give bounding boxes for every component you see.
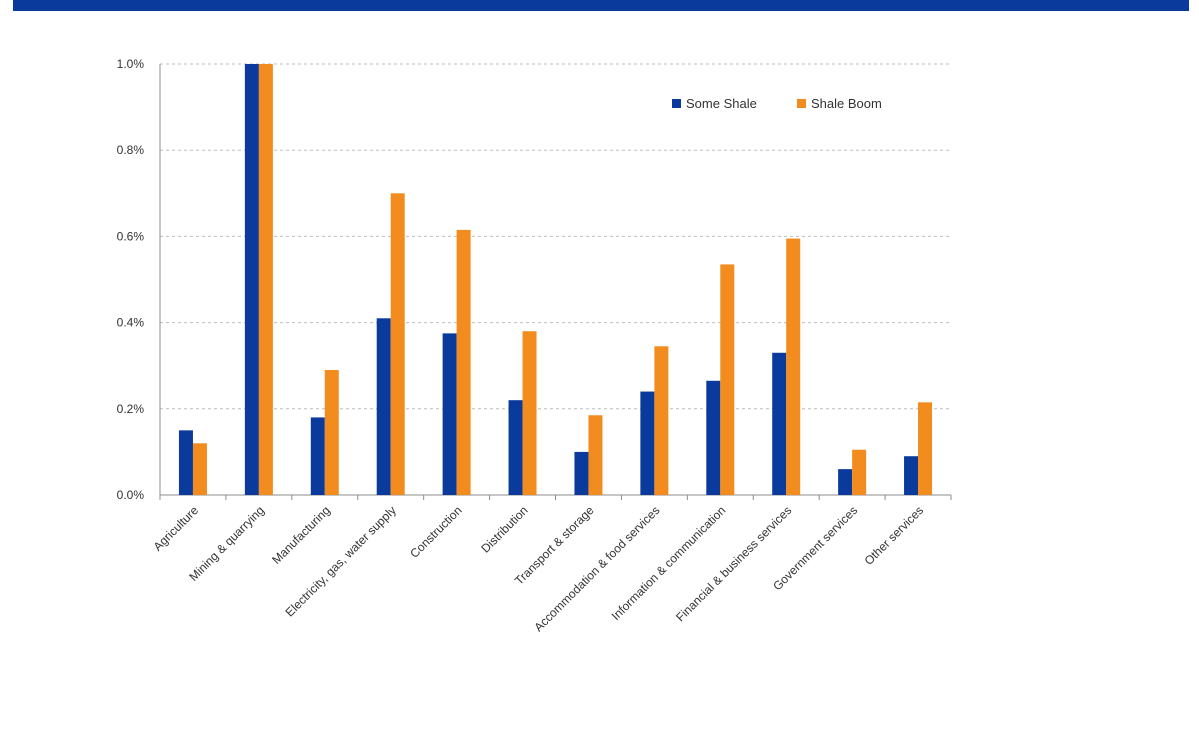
bar-shale-boom (654, 346, 669, 495)
bar-shale-boom (522, 331, 537, 495)
bar-shale-boom (258, 64, 273, 495)
bar-some-shale (838, 469, 853, 495)
x-category-label: Construction (407, 503, 465, 561)
bar-shale-boom (852, 449, 867, 495)
bar-shale-boom (390, 193, 405, 496)
bar-some-shale (706, 380, 721, 495)
bar-some-shale (508, 400, 523, 495)
y-tick-label: 0.2% (117, 402, 145, 416)
legend-label: Some Shale (686, 96, 757, 111)
legend-swatch (672, 99, 681, 108)
bar-some-shale (442, 333, 457, 495)
legend-item: Shale Boom (797, 96, 882, 111)
bar-some-shale (904, 456, 919, 495)
y-tick-label: 1.0% (117, 57, 145, 71)
bar-shale-boom (456, 229, 471, 495)
bar-shale-boom (720, 264, 735, 495)
axes: 0.0% 0.2% 0.4% 0.6% 0.8% 1.0% (117, 57, 952, 502)
legend-swatch (797, 99, 806, 108)
y-tick-label: 0.6% (117, 229, 145, 243)
x-category-label: Accommodation & food services (531, 503, 662, 634)
x-category-label: Distribution (478, 503, 530, 555)
gridlines (160, 63, 951, 410)
y-tick-label: 0.0% (117, 488, 145, 502)
legend-item: Some Shale (672, 96, 757, 111)
bar-shale-boom (786, 238, 801, 495)
x-category-label: Agriculture (151, 503, 202, 554)
x-category-label: Manufacturing (269, 503, 333, 567)
bar-some-shale (640, 391, 655, 495)
bars (178, 64, 933, 496)
x-category-label: Financial & business services (673, 503, 794, 624)
bar-shale-boom (588, 415, 603, 495)
bar-some-shale (178, 430, 193, 495)
y-tick-label: 0.4% (117, 316, 145, 330)
bar-some-shale (772, 352, 787, 495)
x-category-label: Information & communication (609, 503, 729, 623)
x-category-label: Electricity, gas, water supply (283, 503, 399, 619)
legend-label: Shale Boom (811, 96, 882, 111)
bar-some-shale (376, 318, 391, 495)
bar-some-shale (244, 64, 259, 495)
y-tick-label: 0.8% (117, 143, 145, 157)
bar-some-shale (574, 451, 589, 495)
header-bar (13, 0, 1189, 11)
bar-shale-boom (918, 402, 933, 495)
x-category-label: Other services (862, 503, 927, 568)
legend: Some Shale Shale Boom (672, 96, 882, 111)
bar-shale-boom (324, 370, 339, 495)
bar-shale-boom (192, 443, 207, 495)
bar-some-shale (310, 417, 325, 495)
